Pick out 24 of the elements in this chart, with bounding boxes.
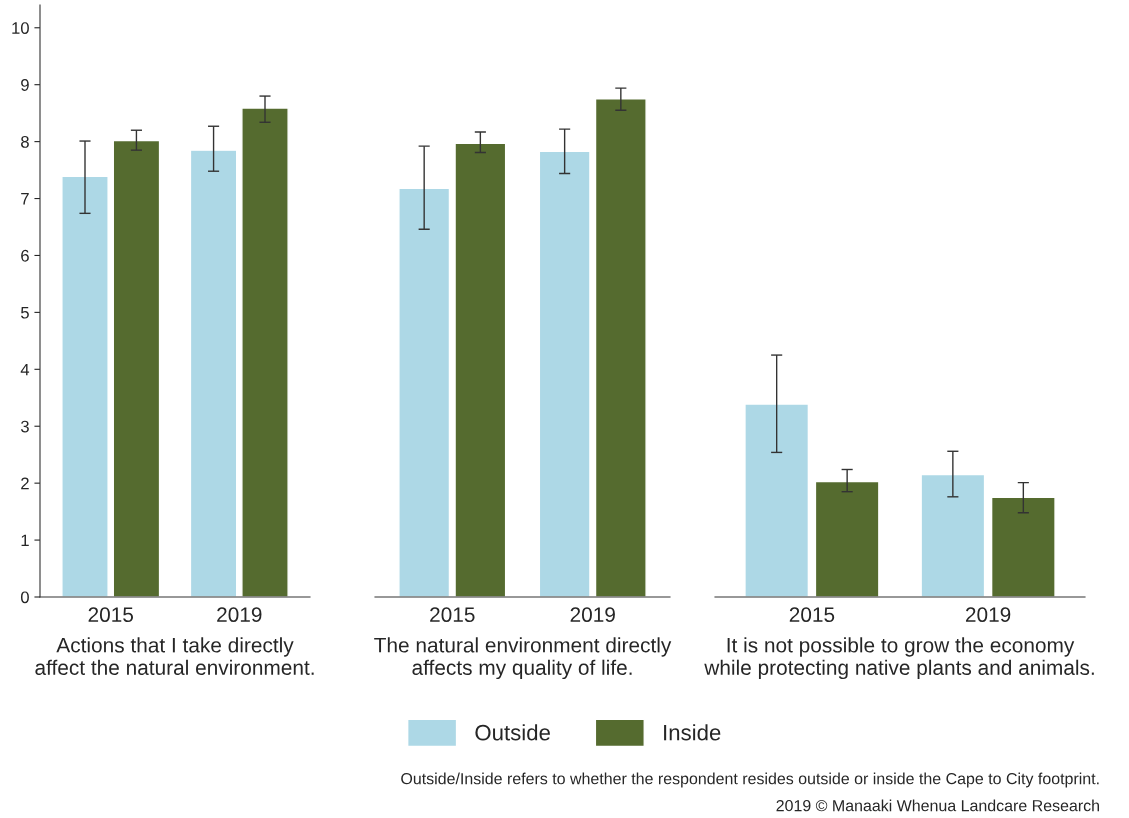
x-axis-title: It is not possible to grow the economy while protecting native plants and animals. xyxy=(704,637,1094,680)
text: Outside/Inside refers to whether the respondent resides outside or inside the Cape to City footprint. xyxy=(401,772,1099,788)
x-axis-title: Actions that I take directly affect the natural environment. xyxy=(35,637,314,675)
y-tick-label: 5 xyxy=(20,306,29,319)
x-axis-title: The natural environment directly affects my quality of life. xyxy=(374,637,672,680)
y-tick-label: 6 xyxy=(21,249,29,262)
y-tick-label: 4 xyxy=(20,363,30,376)
x-tick-label: 2015 xyxy=(789,607,835,623)
x-tick-label: 2019 xyxy=(217,607,262,623)
y-tick-label: 1 xyxy=(21,534,29,547)
legend-label: Outside xyxy=(475,724,550,741)
y-tick-label: 10 xyxy=(12,22,29,34)
x-tick-label: 2015 xyxy=(88,607,134,623)
x-tick-label: 2019 xyxy=(570,607,615,623)
x-tick-label: 2019 xyxy=(965,607,1011,623)
y-tick-label: 8 xyxy=(21,136,29,148)
y-tick-label: 7 xyxy=(21,193,29,205)
y-tick-label: 9 xyxy=(21,79,29,91)
legend-label: Inside xyxy=(664,724,721,741)
y-tick-label: 0 xyxy=(20,591,29,604)
x-tick-label: 2015 xyxy=(430,607,475,623)
text: 2019 © Manaaki Whenua Landcare Research xyxy=(776,799,1099,812)
y-tick-label: 3 xyxy=(20,420,29,433)
y-tick-label: 2 xyxy=(21,477,29,490)
